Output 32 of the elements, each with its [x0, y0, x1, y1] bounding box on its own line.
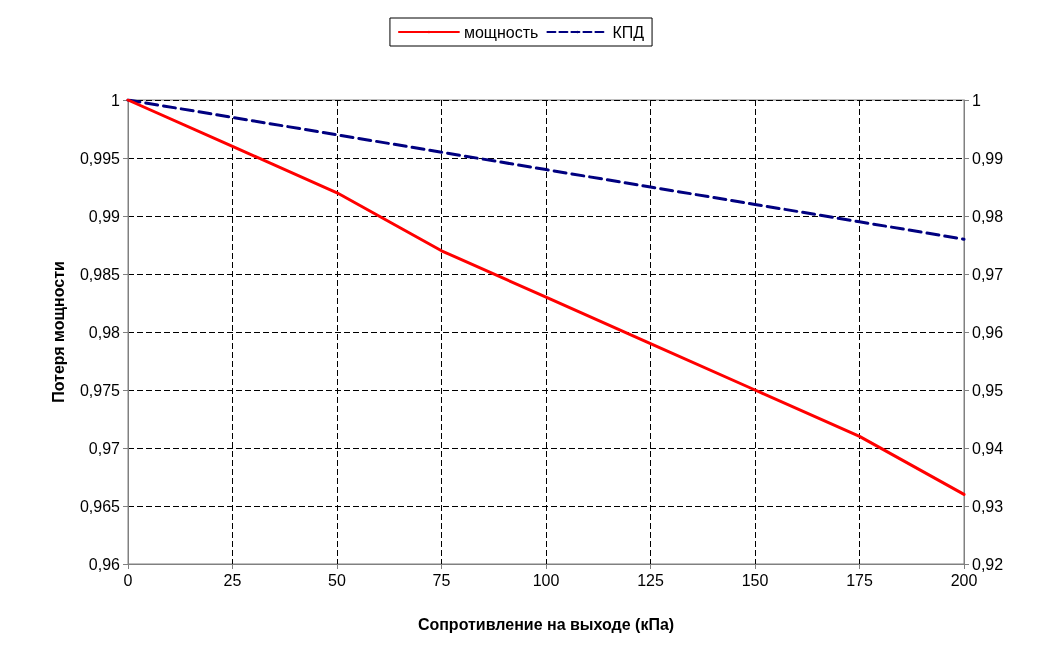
x-tick-label: 125: [637, 571, 664, 589]
x-tick-label: 175: [846, 571, 873, 589]
x-tick-label: 25: [223, 571, 242, 589]
y-tick-label: 0,975: [79, 381, 121, 399]
y-axis-title: Потеря мощности: [49, 261, 67, 403]
y2-tick-label: 1: [972, 91, 981, 109]
y-tick-label: 1: [111, 91, 121, 109]
y2-tick-label: 0,95: [972, 381, 1004, 399]
x-tick-label: 100: [532, 571, 560, 589]
y2-tick-label: 0,97: [972, 265, 1004, 283]
x-axis-title: Сопротивление на выходе (кПа): [417, 615, 675, 633]
x-tick-label: 50: [328, 571, 346, 589]
y2-tick-label: 0,99: [972, 149, 1004, 167]
y2-tick-label: 0,96: [972, 323, 1004, 341]
y-tick-label: 0,99: [88, 207, 121, 225]
x-tick-label: 150: [741, 571, 769, 589]
y-tick-label: 0,965: [79, 497, 121, 515]
y2-tick-label: 0,94: [972, 439, 1004, 457]
y-tick-label: 0,96: [88, 555, 121, 573]
legend-label: КПД: [612, 23, 645, 41]
legend-label: мощность: [463, 23, 539, 41]
y-tick-label: 0,97: [88, 439, 121, 457]
x-tick-label: 0: [123, 571, 133, 589]
y2-tick-label: 0,92: [972, 555, 1004, 573]
line-series: [126, 98, 966, 496]
y2-tick-label: 0,93: [972, 497, 1004, 515]
y-tick-label: 0,995: [79, 149, 121, 167]
y-tick-label: 0,98: [88, 323, 121, 341]
x-tick-label: 75: [432, 571, 451, 589]
y-tick-label: 0,985: [79, 265, 121, 283]
y2-tick-label: 0,98: [972, 207, 1004, 225]
x-tick-label: 200: [950, 571, 978, 589]
